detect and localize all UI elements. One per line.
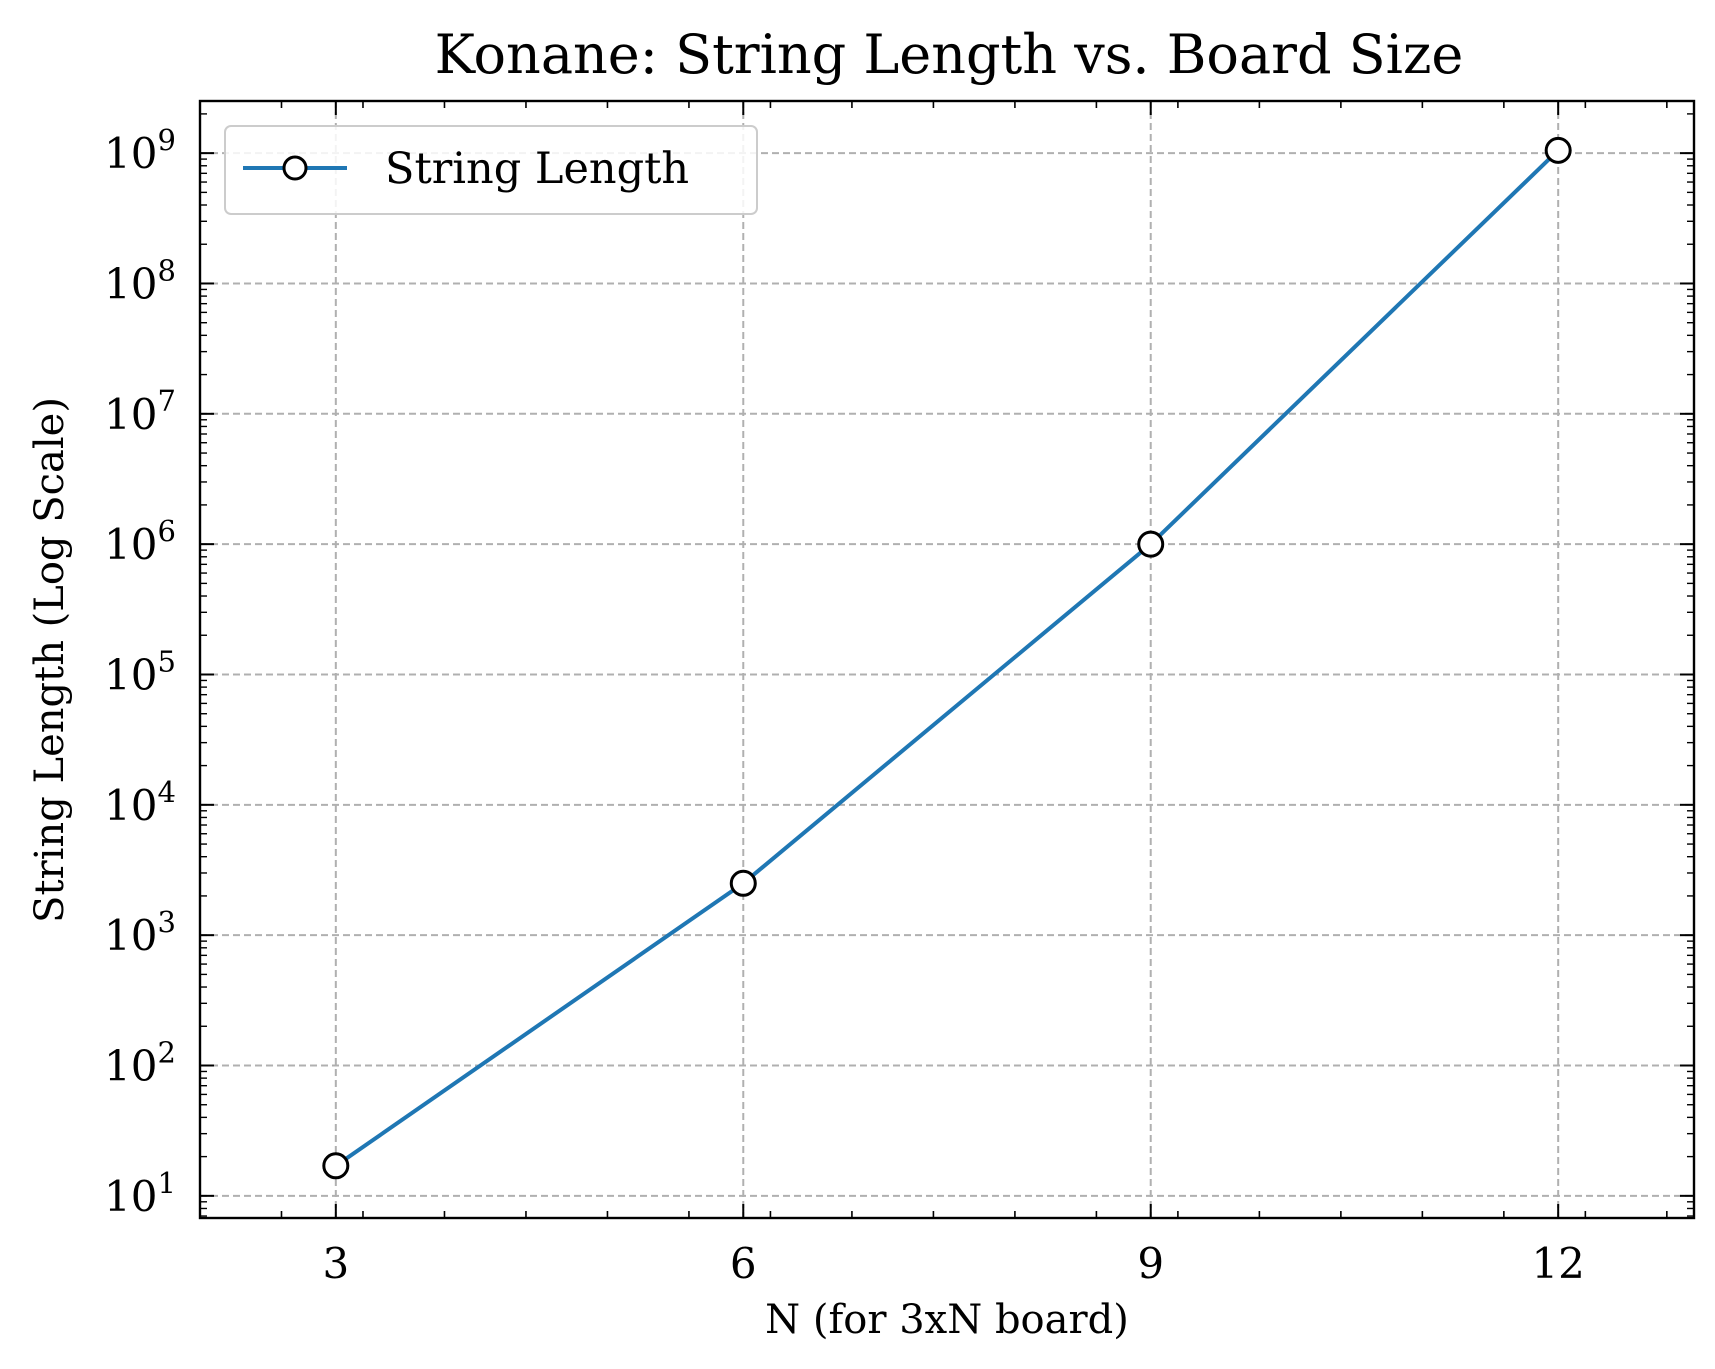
- major-ticks: [200, 101, 1694, 1218]
- data-point-marker: [322, 1152, 350, 1180]
- x-axis-label: N (for 3xN board): [765, 1297, 1129, 1343]
- series-line: [334, 148, 1560, 1168]
- y-tick-label: 105: [104, 644, 176, 699]
- y-tick-label: 102: [104, 1036, 176, 1091]
- chart-title: Konane: String Length vs. Board Size: [435, 23, 1464, 86]
- series-layer: [322, 136, 1572, 1180]
- x-tick-label: 6: [730, 1239, 757, 1288]
- y-tick-label: 103: [104, 905, 176, 960]
- legend-label: String Length: [385, 144, 689, 194]
- y-tick-labels: 101 102 103 104 105 106 107 108 109: [104, 123, 176, 1221]
- y-tick-label: 107: [104, 384, 176, 439]
- y-tick-label: 101: [104, 1166, 176, 1221]
- y-axis-label: String Length (Log Scale): [27, 397, 73, 923]
- legend: String Length: [224, 125, 758, 215]
- data-point-marker: [1544, 136, 1572, 164]
- x-tick-labels: 3 6 9 12: [322, 1239, 1584, 1288]
- legend-marker-sample: [282, 155, 308, 181]
- y-tick-label: 108: [104, 253, 176, 308]
- plot-frame: [198, 99, 1696, 1220]
- y-tick-label: 106: [104, 514, 176, 569]
- x-tick-label: 12: [1531, 1239, 1584, 1288]
- x-tick-label: 9: [1137, 1239, 1164, 1288]
- legend-box: [224, 125, 758, 215]
- x-tick-label: 3: [322, 1239, 349, 1288]
- y-tick-label: 109: [104, 123, 176, 178]
- data-point-marker: [1137, 530, 1165, 558]
- y-tick-label: 104: [104, 775, 176, 830]
- data-point-marker: [729, 869, 757, 897]
